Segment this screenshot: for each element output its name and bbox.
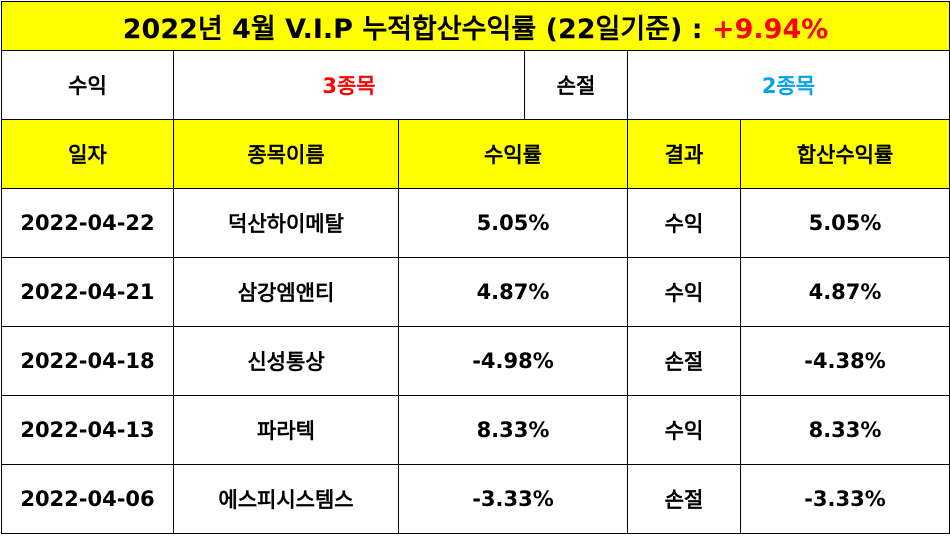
- row-return: 8.33%: [398, 395, 628, 465]
- row-date: 2022-04-22: [1, 188, 174, 258]
- header-result: 결과: [627, 119, 741, 189]
- table-title: 2022년 4월 V.I.P 누적합산수익률 (22일기준) : +9.94%: [0, 1, 950, 51]
- row-result: 수익: [627, 188, 741, 258]
- row-return: -3.33%: [398, 464, 628, 534]
- row-date: 2022-04-06: [1, 464, 174, 534]
- row-result: 손절: [627, 326, 741, 396]
- table-row: 2022-04-22 덕산하이메탈 5.05% 수익 5.05%: [1, 188, 950, 258]
- table-row: 2022-04-06 에스피시스템스 -3.33% 손절 -3.33%: [1, 464, 950, 534]
- summary-row: 수익 3종목 손절 2종목: [1, 50, 950, 120]
- table-row: 2022-04-21 삼강엠앤티 4.87% 수익 4.87%: [1, 257, 950, 327]
- header-date: 일자: [1, 119, 174, 189]
- table-row: 2022-04-18 신성통상 -4.98% 손절 -4.38%: [1, 326, 950, 396]
- row-return: 4.87%: [398, 257, 628, 327]
- summary-gain-label: 수익: [1, 50, 174, 120]
- row-cumulative: -4.38%: [739, 326, 950, 396]
- header-cumulative: 합산수익률: [739, 119, 950, 189]
- summary-loss-count: 2종목: [626, 50, 950, 120]
- title-text: 2022년 4월 V.I.P 누적합산수익률 (22일기준) :: [122, 13, 703, 45]
- row-result: 수익: [627, 257, 741, 327]
- row-date: 2022-04-18: [1, 326, 174, 396]
- table-row: 2022-04-13 파라텍 8.33% 수익 8.33%: [1, 395, 950, 465]
- row-cumulative: 5.05%: [739, 188, 950, 258]
- title-total-return: +9.94%: [711, 13, 829, 45]
- row-name: 삼강엠앤티: [173, 257, 399, 327]
- header-row: 일자 종목이름 수익률 결과 합산수익률: [1, 119, 950, 189]
- header-name: 종목이름: [173, 119, 399, 189]
- row-return: -4.98%: [398, 326, 628, 396]
- row-name: 에스피시스템스: [173, 464, 399, 534]
- row-date: 2022-04-21: [1, 257, 174, 327]
- row-cumulative: 8.33%: [739, 395, 950, 465]
- row-date: 2022-04-13: [1, 395, 174, 465]
- title-row: 2022년 4월 V.I.P 누적합산수익률 (22일기준) : +9.94%: [0, 1, 950, 51]
- row-name: 파라텍: [173, 395, 399, 465]
- row-cumulative: -3.33%: [739, 464, 950, 534]
- row-result: 손절: [627, 464, 741, 534]
- row-name: 신성통상: [173, 326, 399, 396]
- row-cumulative: 4.87%: [739, 257, 950, 327]
- summary-gain-count: 3종목: [173, 50, 525, 120]
- header-return: 수익률: [398, 119, 628, 189]
- summary-loss-label: 손절: [524, 50, 628, 120]
- row-return: 5.05%: [398, 188, 628, 258]
- row-result: 수익: [627, 395, 741, 465]
- row-name: 덕산하이메탈: [173, 188, 399, 258]
